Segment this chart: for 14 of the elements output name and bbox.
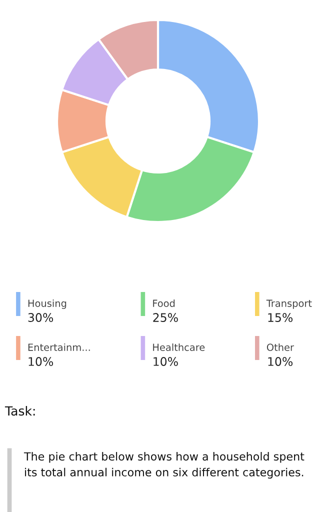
legend-label: Entertainm...	[28, 343, 90, 351]
data-label: 30%	[28, 313, 54, 322]
data-label: 10%	[28, 357, 54, 366]
data-label: 10%	[154, 357, 178, 366]
legend-label: Food	[153, 299, 175, 307]
data-label: 25%	[153, 313, 178, 322]
legend-label: Healthcare	[153, 343, 205, 351]
data-label: 15%	[268, 313, 293, 322]
legend-label: Transport	[266, 300, 312, 309]
data-label: 10%	[268, 357, 293, 366]
text: Task:	[4, 406, 35, 416]
text: The pie chart below shows how a household spent its total annual income on six different categories.	[24, 452, 304, 479]
legend-label: Other	[266, 343, 294, 351]
legend-label: Housing	[28, 299, 66, 309]
